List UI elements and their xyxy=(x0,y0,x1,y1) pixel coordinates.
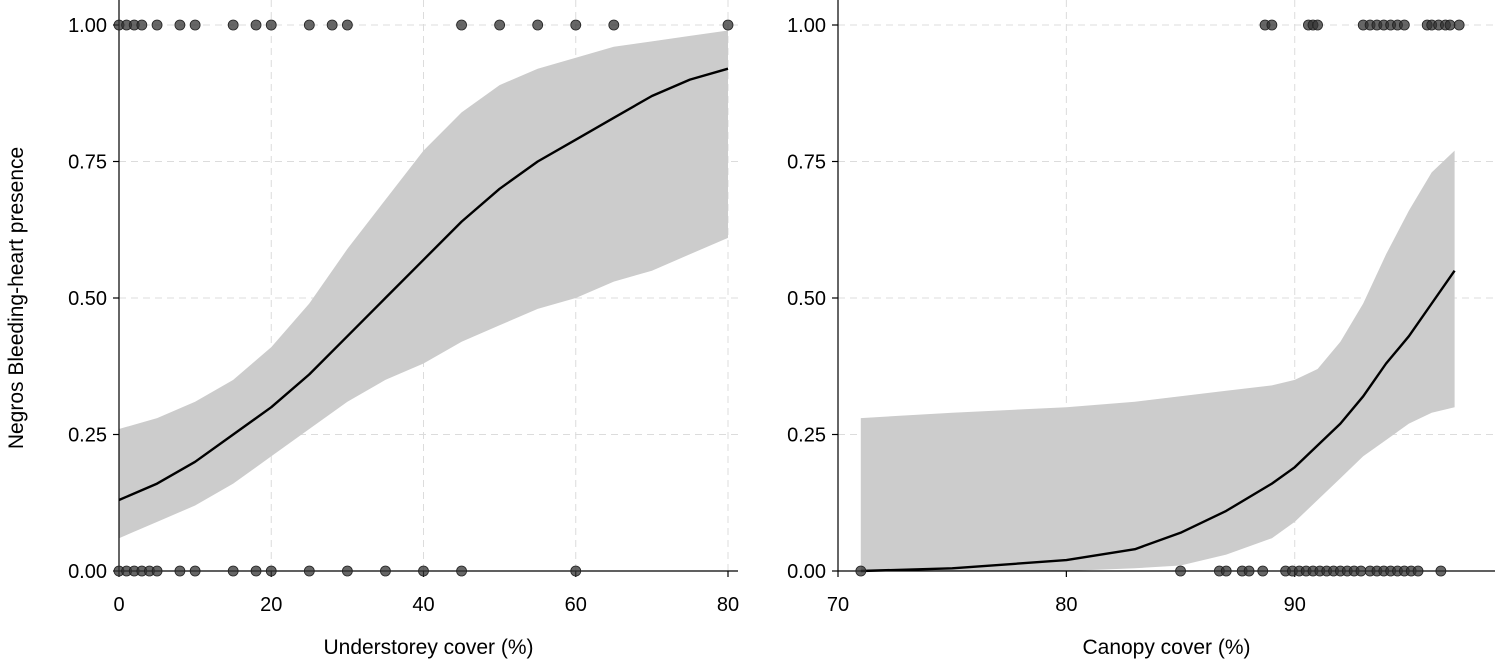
observation-absent-point xyxy=(1435,565,1447,577)
observation-absent-point xyxy=(418,565,429,577)
x-tick-label: 0 xyxy=(113,594,124,616)
observation-absent-point xyxy=(250,565,262,577)
observation-absent-point xyxy=(227,565,239,577)
x-tick-label: 20 xyxy=(260,594,282,616)
x-tick-label: 80 xyxy=(717,594,739,616)
observation-absent-point xyxy=(456,565,467,577)
observation-present-point xyxy=(303,19,315,31)
observation-absent-point xyxy=(1220,565,1232,577)
observation-present-point xyxy=(1398,19,1410,31)
confidence-band xyxy=(119,30,728,539)
observation-absent-point xyxy=(151,565,163,577)
y-tick-label: 0.50 xyxy=(68,288,107,310)
x-tick-label: 80 xyxy=(1055,594,1077,616)
observation-absent-point xyxy=(1175,565,1186,577)
panel-understorey: 0.00 0.25 0.50 0.75 1.00 0 20 40 60 80 Understorey… xyxy=(68,0,739,659)
fitted-line xyxy=(860,270,1456,573)
observation-present-point xyxy=(456,19,467,31)
observation-present-point xyxy=(265,19,277,31)
observation-present-point xyxy=(1444,19,1456,31)
observation-absent-point xyxy=(341,565,353,577)
observation-present-point xyxy=(494,19,506,31)
observation-absent-point xyxy=(1243,565,1255,577)
observation-absent-point xyxy=(303,565,315,577)
observation-present-point xyxy=(151,19,163,31)
observation-absent-point xyxy=(189,565,201,577)
observation-present-point xyxy=(608,19,620,31)
observation-present-point xyxy=(189,19,201,31)
x-tick-label: 40 xyxy=(412,594,434,616)
observation-present-point xyxy=(532,19,544,31)
x-tick-label: 60 xyxy=(565,594,587,616)
observation-absent-point xyxy=(1355,565,1367,577)
observation-present-point xyxy=(1266,19,1278,31)
observation-present-point xyxy=(136,19,148,31)
observation-present-point xyxy=(250,19,262,31)
observation-present-point xyxy=(1453,19,1465,31)
observation-absent-point xyxy=(380,565,391,577)
panel-canopy: 0.00 0.25 0.50 0.75 1.00 70 80 90 Canopy cover (… xyxy=(787,0,1495,659)
x-tick-label: 90 xyxy=(1284,594,1306,616)
observation-absent-point xyxy=(265,565,277,577)
y-tick-label: 0.50 xyxy=(787,288,826,310)
observation-present-point xyxy=(326,19,338,31)
y-tick-label: 0.75 xyxy=(68,152,107,174)
x-tick-label: 70 xyxy=(827,594,849,616)
y-axis-label: Negros Bleeding-heart presence xyxy=(5,147,28,449)
observation-absent-point xyxy=(1257,565,1269,577)
observation-absent-point xyxy=(855,565,867,577)
observation-present-point xyxy=(174,19,186,31)
fitted-line xyxy=(118,67,729,502)
x-axis-label: Understorey cover (%) xyxy=(323,636,533,659)
y-tick-label: 1.00 xyxy=(68,15,107,37)
observation-present-point xyxy=(1312,19,1323,31)
observation-absent-point xyxy=(1412,565,1424,577)
observation-present-point xyxy=(722,19,734,31)
x-axis-label: Canopy cover (%) xyxy=(1082,636,1250,659)
confidence-band xyxy=(860,150,1455,571)
y-tick-label: 1.00 xyxy=(787,15,826,37)
y-tick-label: 0.25 xyxy=(68,425,107,447)
observation-absent-point xyxy=(174,565,186,577)
y-tick-label: 0.25 xyxy=(787,425,826,447)
observation-absent-point xyxy=(570,565,582,577)
observation-present-point xyxy=(341,19,353,31)
y-tick-label: 0.00 xyxy=(68,561,107,583)
y-tick-label: 0.00 xyxy=(787,561,826,583)
observation-present-point xyxy=(227,19,239,31)
y-tick-label: 0.75 xyxy=(787,152,826,174)
observation-present-point xyxy=(570,19,582,31)
